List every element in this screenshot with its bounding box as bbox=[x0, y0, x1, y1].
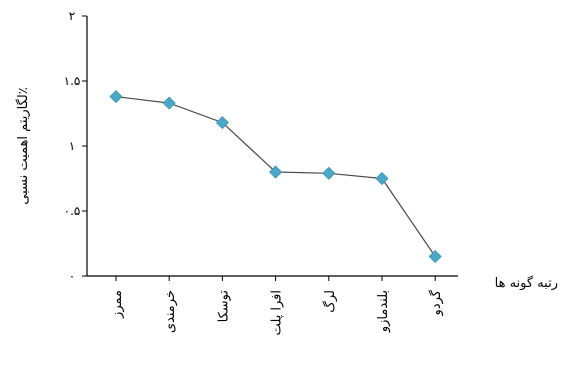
data-point-marker bbox=[109, 90, 123, 104]
data-point-marker bbox=[322, 166, 336, 180]
y-tick-label: ۱ bbox=[69, 139, 75, 153]
x-tick-label: افرا پلت bbox=[270, 290, 285, 335]
series-markers bbox=[109, 90, 442, 264]
x-tick-label: ممرز bbox=[110, 290, 125, 319]
y-tick-label: ۰.۵ bbox=[64, 204, 81, 218]
x-tick-label: بلندمازو bbox=[376, 290, 391, 333]
y-tick-label: ۰ bbox=[69, 269, 75, 283]
data-point-marker bbox=[428, 249, 442, 264]
y-tick-label: ۱.۵ bbox=[64, 74, 81, 88]
data-point-marker bbox=[215, 116, 229, 130]
data-point-marker bbox=[269, 165, 283, 179]
x-tick-label: گردو bbox=[428, 289, 444, 316]
y-axis-label: لگاریتم اهمیت نسبی٪ bbox=[15, 87, 31, 204]
x-tick-label: خرمندی bbox=[163, 290, 178, 333]
y-axis-ticks: ۰ ۰.۵ ۱ ۱.۵ ۲ bbox=[64, 9, 87, 283]
x-tick-label: لرگ bbox=[321, 290, 338, 313]
data-point-marker bbox=[375, 171, 389, 186]
y-tick-label: ۲ bbox=[69, 9, 75, 23]
x-axis-label: رتبه گونه ها bbox=[495, 275, 558, 291]
x-axis-ticks: ممرز خرمندی توسکا افرا پلت لرگ بلندمازو گردو bbox=[110, 276, 444, 335]
x-tick-label: توسکا bbox=[216, 290, 231, 323]
data-point-marker bbox=[162, 96, 176, 110]
